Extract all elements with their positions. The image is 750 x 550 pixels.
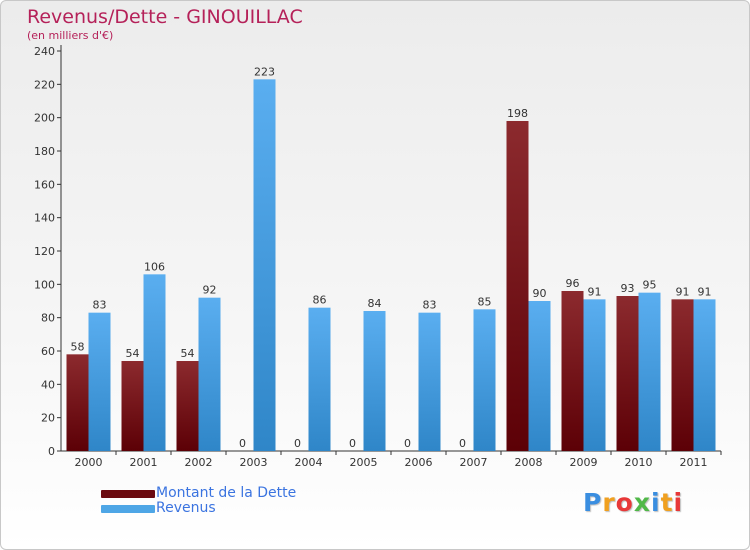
data-label-revenus-2009: 91: [588, 285, 602, 298]
y-tick-label: 220: [34, 78, 55, 91]
logo-letter: i: [651, 488, 661, 517]
y-tick-label: 160: [34, 178, 55, 191]
chart-axes: 0 20 40 60 80 100 120 140 160 180 200 220 240 2000 200…: [34, 45, 722, 469]
bar-debt-2000: [66, 354, 89, 451]
y-tick-label: 0: [48, 445, 55, 458]
data-label-revenus-2001: 106: [144, 260, 165, 273]
y-tick-label: 60: [41, 345, 55, 358]
data-label-debt-2008: 198: [507, 107, 528, 120]
bar-debt-2008: [506, 121, 529, 451]
y-tick-label: 80: [41, 312, 55, 325]
bar-debt-2002: [176, 361, 199, 451]
x-tick-label: 2000: [75, 456, 103, 469]
data-label-debt-2001: 54: [126, 347, 140, 360]
logo-letter: o: [615, 488, 634, 517]
y-tick-label: 200: [34, 112, 55, 125]
bar-revenus-2000: [88, 312, 111, 451]
bar-debt-2010: [616, 296, 639, 451]
x-tick-label: 2006: [405, 456, 433, 469]
data-label-debt-2006: 0: [404, 437, 411, 450]
data-label-debt-2000: 58: [71, 340, 85, 353]
bar-revenus-2005: [363, 311, 386, 451]
data-label-debt-2003: 0: [239, 437, 246, 450]
bar-revenus-2011: [693, 299, 716, 451]
data-label-debt-2002: 54: [181, 347, 195, 360]
x-tick-label: 2001: [130, 456, 158, 469]
data-label-revenus-2004: 86: [313, 294, 327, 307]
y-tick-label: 240: [34, 45, 55, 58]
legend-label-debt: Montant de la Dette: [156, 485, 297, 501]
bar-revenus-2009: [583, 299, 606, 451]
legend-label-revenus: Revenus: [156, 500, 216, 516]
y-tick-label: 120: [34, 245, 55, 258]
y-tick-label: 180: [34, 145, 55, 158]
legend-swatch-revenus: [101, 505, 155, 513]
bar-revenus-2002: [198, 297, 221, 451]
x-tick-label: 2010: [625, 456, 653, 469]
x-tick-label: 2003: [240, 456, 268, 469]
legend-swatch-debt: [101, 490, 155, 498]
y-tick-label: 40: [41, 378, 55, 391]
bar-revenus-2004: [308, 307, 331, 451]
bar-revenus-2008: [528, 301, 551, 451]
x-tick-label: 2002: [185, 456, 213, 469]
logo-letter: i: [673, 488, 684, 517]
bar-debt-2001: [121, 361, 144, 451]
data-label-debt-2007: 0: [459, 437, 466, 450]
chart-title: Revenus/Dette - GINOUILLAC: [27, 6, 303, 28]
bar-revenus-2007: [473, 309, 496, 451]
data-label-revenus-2005: 84: [368, 297, 382, 310]
bar-debt-2011: [671, 299, 694, 451]
x-tick-label: 2008: [515, 456, 543, 469]
data-label-debt-2011: 91: [676, 285, 690, 298]
chart-bars: 58 83 54 106 54 92 0 223 0 86 0 84 0 83 0 85 198 90 96 91 93…: [66, 65, 716, 451]
bar-debt-2009: [561, 291, 584, 451]
data-label-debt-2009: 96: [566, 277, 580, 290]
data-label-revenus-2011: 91: [698, 285, 712, 298]
x-tick-label: 2011: [680, 456, 708, 469]
y-tick-label: 140: [34, 212, 55, 225]
x-tick-label: 2005: [350, 456, 378, 469]
x-tick-label: 2004: [295, 456, 323, 469]
bar-revenus-2003: [253, 79, 276, 451]
chart-subtitle: (en milliers d'€): [27, 29, 114, 42]
y-tick-label: 100: [34, 278, 55, 291]
data-label-debt-2005: 0: [349, 437, 356, 450]
x-tick-label: 2009: [570, 456, 598, 469]
logo-letter: t: [660, 488, 674, 517]
data-label-debt-2004: 0: [294, 437, 301, 450]
proxiti-logo: Proxiti: [583, 488, 683, 517]
logo-letter: r: [602, 488, 616, 517]
x-tick-label: 2007: [460, 456, 488, 469]
bar-revenus-2010: [638, 292, 661, 451]
bar-revenus-2006: [418, 312, 441, 451]
data-label-revenus-2008: 90: [533, 287, 547, 300]
bar-revenus-2001: [143, 274, 166, 451]
data-label-revenus-2003: 223: [254, 65, 275, 78]
data-label-revenus-2010: 95: [643, 279, 657, 292]
data-label-debt-2010: 93: [621, 282, 635, 295]
data-label-revenus-2006: 83: [423, 299, 437, 312]
logo-letter: x: [633, 488, 651, 517]
data-label-revenus-2000: 83: [93, 299, 107, 312]
data-label-revenus-2002: 92: [203, 284, 217, 297]
data-label-revenus-2007: 85: [478, 295, 492, 308]
logo-letter: P: [583, 488, 603, 517]
y-tick-label: 20: [41, 412, 55, 425]
